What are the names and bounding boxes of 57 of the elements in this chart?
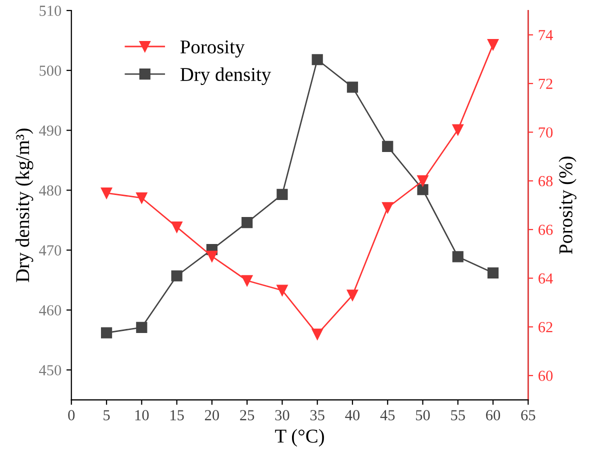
point	[452, 251, 464, 262]
legend-label: Dry density	[180, 67, 272, 86]
x-tick-label: 30	[275, 410, 290, 420]
point	[312, 54, 323, 66]
y2-axis-title: Porosity (%)	[558, 156, 576, 254]
x-tick-label: 45	[380, 410, 395, 420]
y-tick-label: 480	[39, 185, 62, 196]
y2-tick-label: 64	[538, 273, 553, 284]
point	[242, 217, 253, 228]
point	[276, 188, 288, 200]
y2-tick-label: 60	[538, 370, 553, 381]
y2-tick-label: 72	[538, 78, 552, 89]
point	[346, 290, 358, 301]
point	[417, 184, 428, 196]
x-tick-label: 20	[204, 410, 219, 420]
point	[100, 327, 112, 338]
point	[312, 328, 323, 340]
y-axis-title: Dry density (kg/m³)	[16, 128, 34, 282]
x-tick-label: 35	[310, 410, 324, 420]
legend-label: Porosity	[180, 40, 245, 58]
point	[346, 82, 358, 93]
y-tick-label: 470	[39, 245, 62, 256]
x-tick-label: 50	[416, 410, 430, 420]
y2-tick-label: 74	[538, 30, 553, 40]
y2-tick-label: 62	[538, 322, 552, 332]
point	[452, 124, 464, 136]
x-tick-label: 65	[521, 410, 536, 420]
y-tick-label: 460	[39, 305, 62, 316]
y-tick-label: 450	[39, 365, 62, 376]
point	[382, 140, 394, 152]
x-tick-label: 10	[135, 410, 149, 420]
point	[487, 267, 499, 278]
y-tick-label: 490	[39, 125, 62, 136]
x-tick-label: 55	[451, 410, 465, 420]
y-tick-label: 510	[40, 6, 62, 16]
x-tick-label: 60	[486, 410, 500, 420]
point	[136, 322, 148, 333]
point	[171, 270, 182, 282]
y-tick-label: 500	[40, 66, 62, 76]
x-tick-label: 5	[104, 410, 110, 420]
point	[136, 192, 148, 204]
point	[242, 275, 253, 286]
x-tick-label: 25	[240, 410, 254, 420]
y2-tick-label: 68	[538, 176, 553, 186]
point	[382, 202, 394, 214]
x-tick-label: 0	[68, 410, 75, 420]
y2-tick-label: 70	[538, 127, 553, 138]
x-tick-label: 40	[345, 410, 360, 420]
point	[171, 222, 182, 233]
x-tick-label: 15	[170, 410, 184, 420]
x-axis-title: T (°C)	[275, 429, 324, 447]
point	[100, 187, 112, 199]
y2-tick-label: 66	[538, 224, 553, 235]
point	[487, 39, 499, 50]
point	[206, 250, 218, 262]
point	[417, 175, 428, 186]
point	[276, 284, 288, 296]
